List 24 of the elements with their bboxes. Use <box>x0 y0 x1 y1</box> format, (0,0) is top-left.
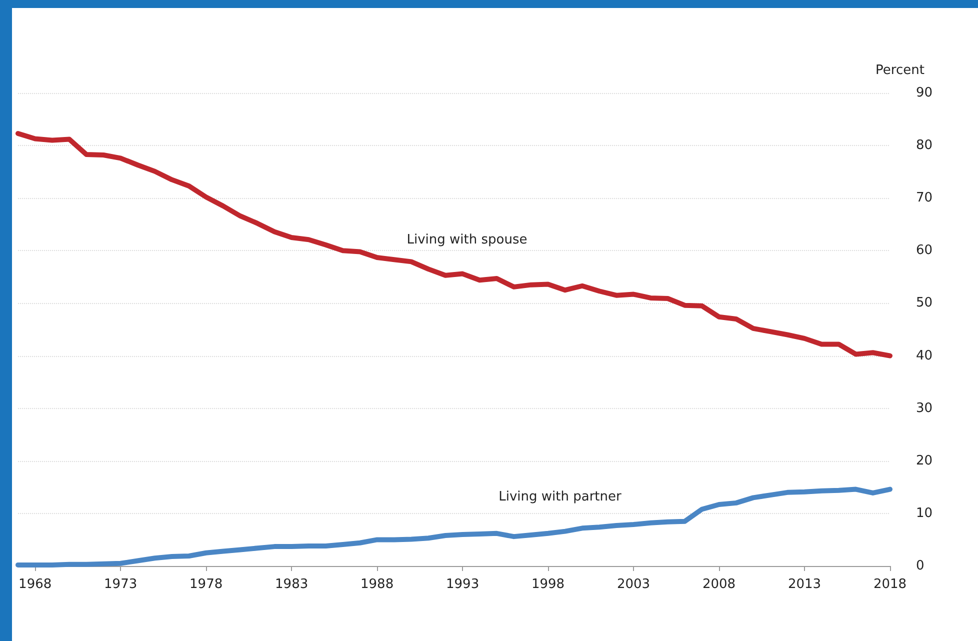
x-tick-label: 1973 <box>104 577 138 592</box>
y-tick-label: 70 <box>916 190 933 206</box>
x-tick-label: 1983 <box>275 577 308 592</box>
x-tick-label: 1988 <box>360 577 394 592</box>
x-tick-label: 1968 <box>18 577 52 592</box>
y-tick-label: 0 <box>916 558 924 574</box>
y-tick-label: 80 <box>916 138 933 154</box>
annotation: Living with spouse <box>406 232 528 248</box>
y-tick-label: 30 <box>916 400 933 416</box>
y-tick-label: 10 <box>916 506 933 521</box>
x-tick-label: 2013 <box>788 577 822 592</box>
x-tick-label: 1998 <box>531 577 565 592</box>
y-axis-title: Percent <box>876 63 924 78</box>
x-tick-label: 2003 <box>616 577 650 592</box>
y-tick-label: 40 <box>916 348 933 364</box>
x-tick-label: 1993 <box>446 577 480 592</box>
x-tick-label: 2008 <box>702 577 736 592</box>
x-tick-label: 2018 <box>873 577 907 592</box>
y-tick-label: 50 <box>916 296 933 311</box>
y-tick-label: 60 <box>916 243 933 258</box>
y-tick-label: 20 <box>916 453 933 468</box>
annotation: Living with partner <box>498 490 622 504</box>
y-tick-label: 90 <box>916 86 933 100</box>
x-tick-label: 1978 <box>190 577 223 592</box>
